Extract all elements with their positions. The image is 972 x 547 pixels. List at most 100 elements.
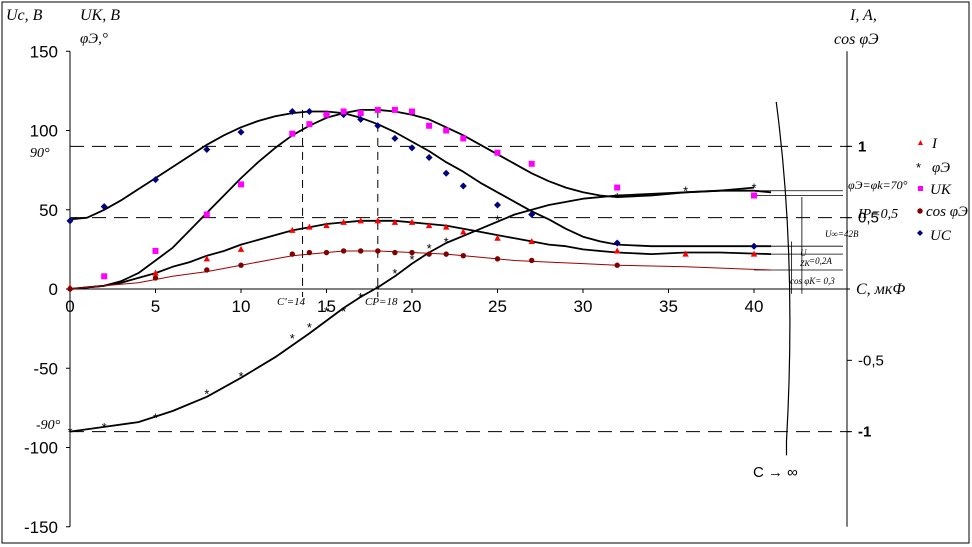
legend-label-cos: cos φЭ	[926, 204, 968, 220]
data-point	[528, 160, 535, 167]
data-point	[306, 121, 313, 128]
x-tick-label: 40	[745, 297, 764, 316]
x-tick-label: 5	[151, 297, 160, 316]
data-point	[101, 273, 108, 280]
series-triangle	[66, 217, 758, 290]
y-left-tick-label: -150	[24, 518, 58, 537]
x-tick-label: 10	[232, 297, 251, 316]
data-point	[528, 211, 536, 219]
y-left-tick-label: 50	[39, 201, 58, 220]
legend-item-cos: cos φЭ	[917, 204, 968, 220]
data-point	[374, 122, 382, 130]
data-point	[750, 242, 758, 250]
annotation-c-infinity: C → ∞	[753, 464, 798, 481]
data-point	[750, 250, 758, 257]
data-point	[529, 257, 535, 264]
data-point	[460, 253, 466, 259]
data-point	[425, 153, 433, 161]
data-point	[391, 106, 398, 113]
legend-item-i: I	[918, 136, 938, 152]
data-point	[289, 226, 296, 233]
y-right-tick-label: 1	[858, 138, 866, 155]
left-axis-title-uc: Uc, В	[6, 7, 43, 24]
data-point	[443, 223, 450, 230]
data-point	[494, 201, 501, 209]
data-point	[152, 275, 159, 281]
annotation-phi-limit: φЭ=φk=70°	[848, 178, 908, 192]
data-point: *	[341, 304, 346, 319]
data-point	[374, 217, 381, 224]
data-point: *	[751, 181, 756, 196]
grid-lines	[70, 101, 850, 456]
data-point	[237, 128, 245, 136]
annotation-c-prime: C′=14	[277, 296, 306, 308]
data-point	[323, 111, 330, 118]
data-point	[203, 146, 211, 154]
data-point	[409, 249, 415, 256]
data-point	[391, 218, 399, 225]
data-point: *	[358, 290, 363, 305]
data-point: *	[290, 331, 295, 346]
annotation-90deg: 90°	[30, 146, 50, 161]
x-tick-label: 30	[574, 297, 593, 316]
legend: I * φЭ UK cos φЭ UC	[916, 136, 968, 244]
data-point	[614, 247, 621, 254]
data-point	[494, 256, 501, 262]
legend-item-uc: UC	[917, 228, 952, 244]
data-point: *	[238, 369, 243, 384]
annotation-u-zk: U	[800, 248, 807, 258]
legend-label-uk: UK	[930, 182, 952, 198]
data-point	[67, 286, 73, 292]
data-point	[237, 245, 245, 252]
legend-label-phi: φЭ	[932, 160, 950, 176]
data-point	[357, 217, 364, 224]
y-left-tick-label: 0	[49, 280, 58, 299]
data-point	[306, 223, 313, 230]
data-point	[305, 107, 313, 115]
data-point: *	[392, 266, 397, 281]
data-point: *	[683, 184, 688, 199]
x-tick-label: 15	[317, 297, 336, 316]
legend-marker-diamond	[917, 230, 923, 236]
data-point: *	[495, 212, 500, 227]
annotation-u-zk-value: =0,2A	[809, 256, 832, 266]
annotation-minus90deg: -90°	[36, 418, 61, 433]
y-right-tick-label: -0,5	[858, 352, 884, 369]
right-axis-title-i: I, A,	[849, 7, 877, 24]
data-point	[409, 108, 415, 115]
annotation-cos-limit: cos φK= 0,3	[790, 276, 835, 286]
legend-marker-circle	[917, 208, 923, 214]
data-point	[358, 248, 364, 254]
data-point	[152, 247, 159, 254]
legend-label-uc: UC	[930, 228, 952, 244]
x-tick-label: 20	[403, 297, 422, 316]
legend-label-i: I	[931, 136, 938, 152]
data-point: *	[444, 234, 449, 249]
series-star: * * * * * * * * * * * * * * * * * * *	[67, 181, 756, 440]
legend-marker-triangle	[918, 140, 923, 145]
data-point	[203, 255, 210, 262]
series-circle	[67, 248, 620, 292]
fit-curve-4	[69, 186, 755, 433]
data-point	[66, 217, 74, 225]
data-point	[357, 110, 364, 117]
data-point	[323, 222, 330, 229]
data-point	[323, 249, 330, 256]
data-point	[426, 122, 433, 129]
data-point	[238, 262, 244, 268]
left-axis-title-uk: UK, В	[80, 7, 120, 24]
legend-item-phi: * φЭ	[916, 160, 950, 176]
data-point	[204, 267, 210, 273]
series-square	[101, 106, 757, 280]
legend-item-uk: UK	[918, 182, 952, 198]
data-point	[340, 248, 347, 254]
data-point	[460, 135, 467, 142]
data-point	[340, 218, 347, 225]
data-point	[443, 127, 450, 134]
data-point: *	[409, 252, 414, 267]
c-infinity-line	[775, 101, 791, 456]
data-point	[374, 106, 381, 113]
data-point	[152, 269, 159, 276]
